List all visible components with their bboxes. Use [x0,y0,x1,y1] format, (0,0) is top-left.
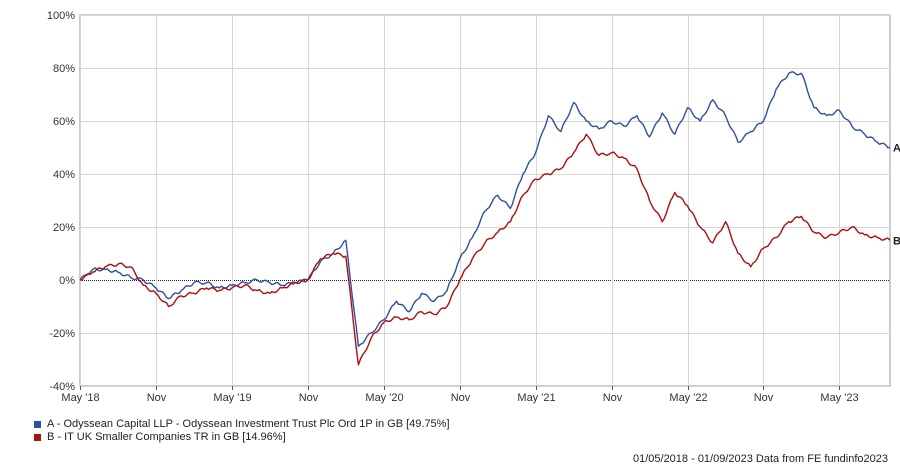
legend-swatch-b [34,434,41,441]
y-tick-label: 40% [53,169,75,181]
y-axis-ticks: -40% -20% 0% 20% 40% 60% 80% 100% [47,10,75,393]
y-tick-label: 20% [53,222,75,234]
y-tick-label: 80% [53,63,75,75]
series-line-b [80,133,891,366]
x-tick-label: Nov [603,392,623,404]
legend-item-b: B - IT UK Smaller Companies TR in GB [14… [34,431,450,444]
x-tick-label: Nov [754,392,774,404]
legend: A - Odyssean Capital LLP - Odyssean Inve… [34,418,450,444]
x-tick-label: May '20 [365,392,403,404]
y-tick-label: -20% [49,328,75,340]
x-tick-label: May '22 [669,392,707,404]
x-tick-label: May '18 [61,392,99,404]
y-tick-label: 0% [59,275,75,287]
y-tick-label: -40% [49,381,75,393]
plot-frame [79,14,891,387]
line-chart: -40%-20%0%20%40%60%80%100% May '18 Nov May… [47,10,900,404]
legend-item-a: A - Odyssean Capital LLP - Odyssean Inve… [34,418,450,431]
x-axis-ticks: May '18 Nov May '19 Nov May '20 Nov May '21 Nov… [61,386,859,404]
grid-lines [79,14,891,387]
x-tick-label: May '21 [517,392,555,404]
legend-label-b: B - IT UK Smaller Companies TR in GB [14… [47,431,286,443]
legend-swatch-a [34,421,41,428]
end-label-b: B [893,235,900,247]
x-tick-label: Nov [147,392,167,404]
legend-label-a: A - Odyssean Capital LLP - Odyssean Inve… [47,418,450,430]
series-end-labels: AB [893,143,900,248]
x-tick-label: Nov [451,392,471,404]
x-tick-label: Nov [299,392,319,404]
x-tick-label: May '23 [820,392,858,404]
x-tick-label: May '19 [213,392,251,404]
series-line-a [79,71,891,347]
end-label-a: A [893,143,900,155]
y-tick-label: 60% [53,116,75,128]
data-source-footer: 01/05/2018 - 01/09/2023 Data from FE fun… [632,453,888,465]
y-tick-label: 100% [47,10,75,22]
series-lines [79,71,891,366]
